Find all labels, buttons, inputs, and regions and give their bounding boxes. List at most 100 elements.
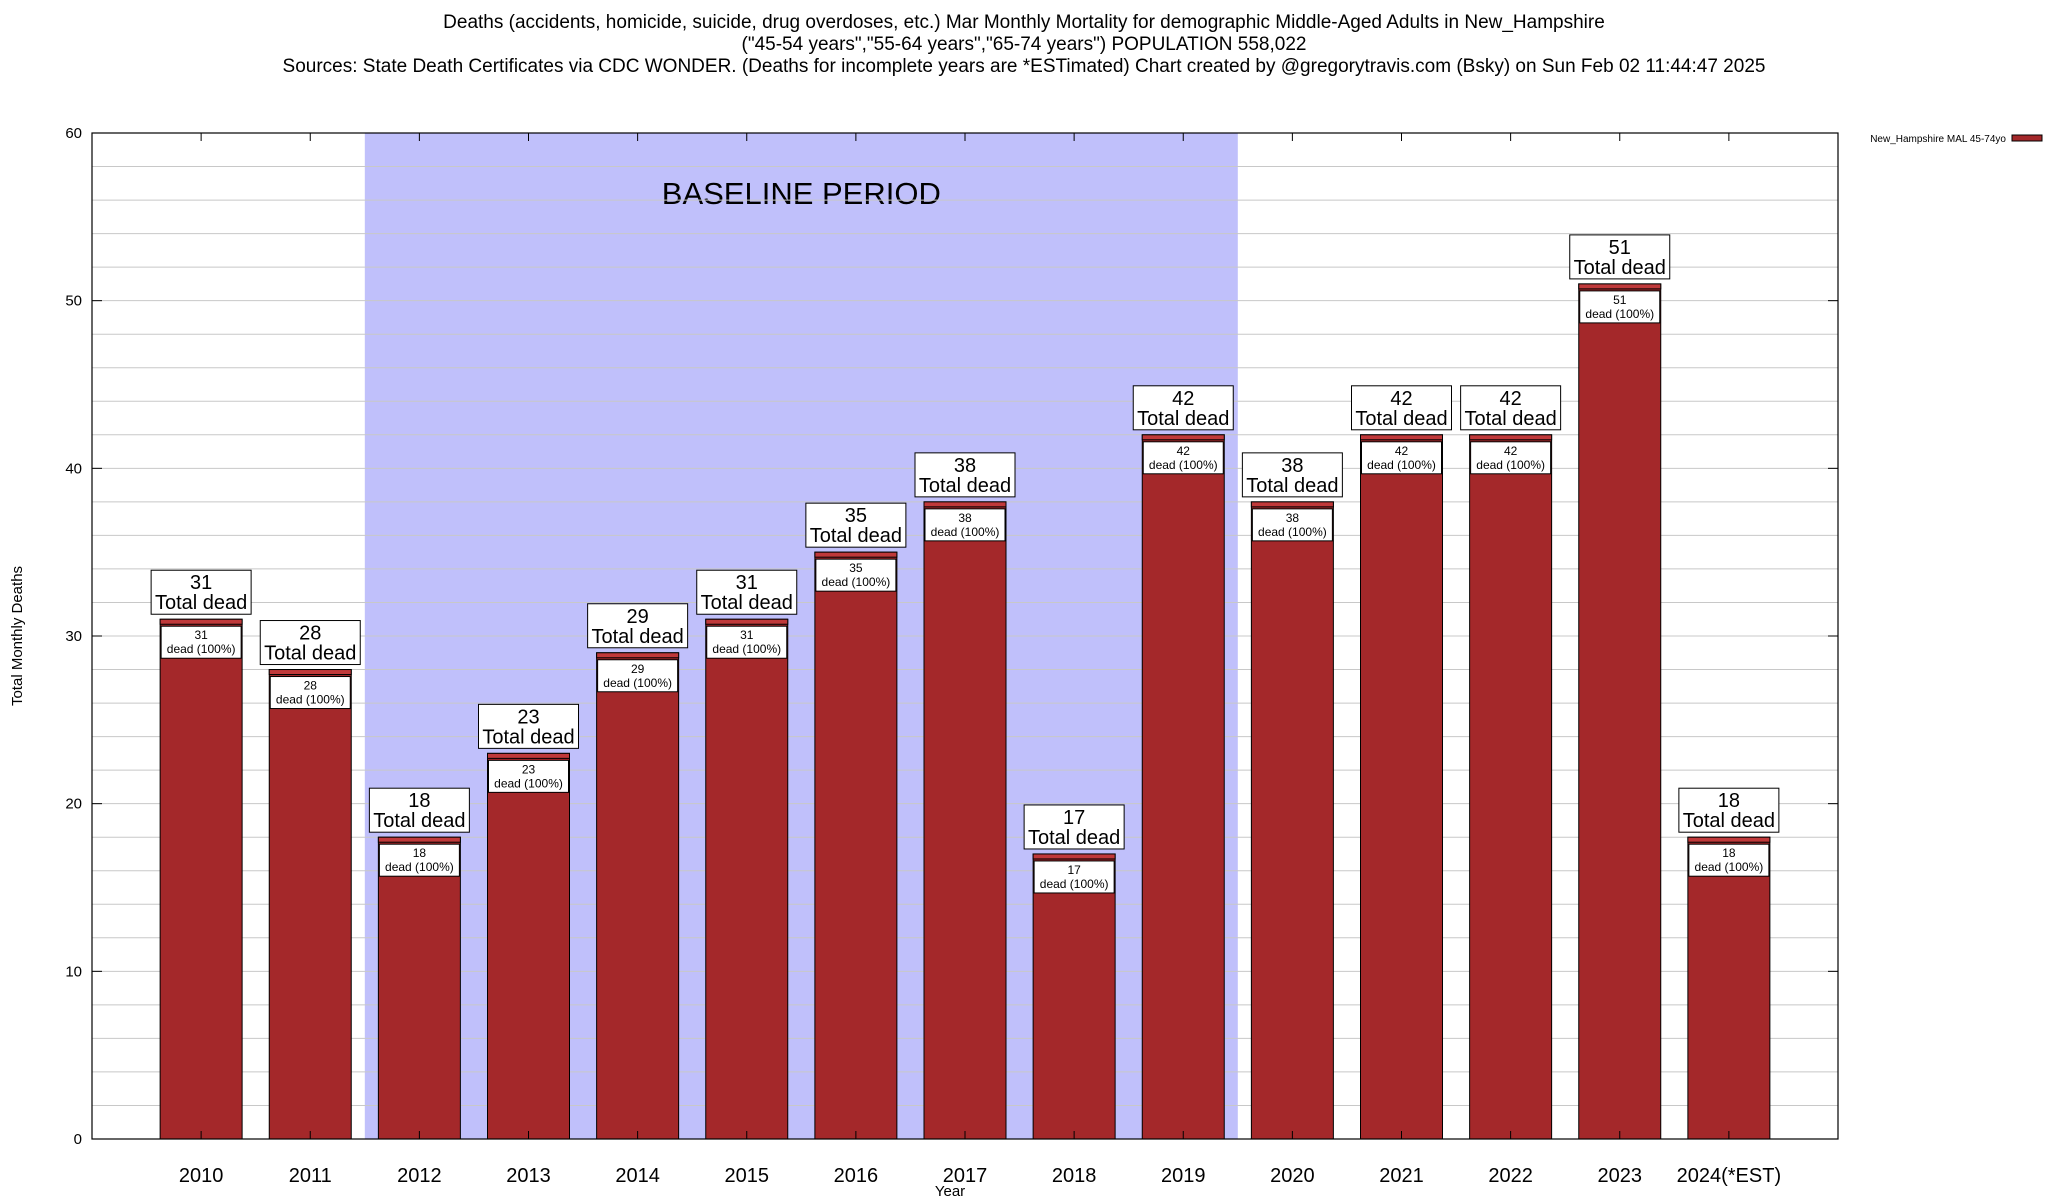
x-tick-label: 2012 [397, 1165, 442, 1187]
total-label-value: 38 [1281, 455, 1303, 477]
total-label-text: Total dead [264, 643, 356, 665]
total-label-box [587, 603, 689, 649]
total-label-text: Total dead [1574, 257, 1666, 279]
inner-label-box [269, 676, 351, 710]
inner-label-value: 38 [1286, 511, 1300, 525]
inner-label-box [924, 508, 1006, 542]
y-tick-label: 60 [65, 125, 82, 142]
y-axis-label: Total Monthly Deaths [9, 566, 26, 706]
bar-cap-2024(*EST) [1687, 836, 1771, 843]
total-label-text: Total dead [1028, 827, 1120, 849]
total-label-box [150, 569, 252, 615]
bar-2014 [596, 652, 680, 1140]
total-label-box [368, 787, 470, 833]
total-label-value: 42 [1500, 388, 1522, 410]
x-tick-label: 2016 [834, 1165, 879, 1187]
x-tick-label: 2010 [179, 1165, 224, 1187]
bar-2018 [1032, 853, 1116, 1140]
total-label-box [1351, 385, 1452, 431]
legend: New_Hampshire MAL 45-74yo [1870, 134, 2043, 145]
inner-label-box [378, 843, 460, 877]
bar-2016 [814, 551, 898, 1140]
inner-label-box [160, 625, 242, 659]
bar-cap-2021 [1360, 434, 1443, 441]
inner-label-value: 18 [413, 846, 427, 860]
bar-cap-2017 [923, 501, 1007, 508]
inner-label-text: dead (100%) [167, 642, 236, 656]
inner-label-text: dead (100%) [931, 525, 1000, 539]
total-label-value: 29 [627, 606, 649, 628]
bar-cap-2010 [159, 618, 243, 625]
inner-label-value: 17 [1067, 863, 1081, 877]
bar-2024(*EST) [1687, 836, 1771, 1140]
inner-label-text: dead (100%) [276, 693, 345, 707]
total-label-box [914, 452, 1016, 498]
bar-cap-2022 [1469, 434, 1553, 441]
inner-label-box [706, 625, 788, 659]
total-label-box [259, 620, 361, 666]
total-label-value: 35 [845, 505, 867, 527]
total-label-text: Total dead [1137, 408, 1229, 430]
inner-label-value: 51 [1613, 293, 1627, 307]
total-label-text: Total dead [155, 592, 247, 614]
bar-2023 [1578, 283, 1662, 1140]
y-tick-label: 40 [65, 460, 82, 477]
legend-swatch [2011, 134, 2043, 142]
total-label-box [1241, 452, 1343, 498]
total-label-value: 31 [190, 572, 212, 594]
inner-label-value: 29 [631, 662, 645, 676]
inner-label-value: 38 [958, 511, 972, 525]
x-tick-label: 2019 [1161, 1165, 1206, 1187]
inner-label-text: dead (100%) [1149, 458, 1218, 472]
inner-label-text: dead (100%) [494, 776, 563, 790]
inner-label-value: 18 [1722, 846, 1736, 860]
total-label-box [1460, 385, 1562, 431]
bar-cap-2015 [705, 618, 789, 625]
inner-label-box [1470, 441, 1552, 475]
total-label-value: 31 [736, 572, 758, 594]
inner-label-text: dead (100%) [1367, 458, 1436, 472]
x-tick-label: 2023 [1598, 1165, 1643, 1187]
x-tick-label: 2022 [1488, 1165, 1533, 1187]
total-label-value: 51 [1609, 237, 1631, 259]
inner-label-text: dead (100%) [1585, 307, 1654, 321]
total-label-value: 18 [1718, 790, 1740, 812]
total-label-text: Total dead [591, 626, 683, 648]
inner-label-value: 31 [194, 628, 208, 642]
x-tick-label: 2018 [1052, 1165, 1097, 1187]
x-tick-label: 2021 [1379, 1165, 1424, 1187]
total-label-text: Total dead [1246, 475, 1338, 497]
inner-label-value: 42 [1504, 444, 1518, 458]
total-label-text: Total dead [482, 726, 574, 748]
x-tick-label: 2017 [943, 1165, 988, 1187]
bar-cap-2013 [487, 752, 570, 759]
total-label-value: 38 [954, 455, 976, 477]
inner-label-box [1688, 843, 1770, 877]
y-tick-label: 10 [65, 963, 82, 980]
chart-title: Deaths (accidents, homicide, suicide, dr… [443, 12, 1605, 33]
bar-2017 [923, 501, 1007, 1140]
total-label-box [1569, 234, 1671, 280]
bar-cap-2023 [1578, 283, 1662, 290]
total-label-text: Total dead [1683, 810, 1775, 832]
axis-layer: 2010 2011 2012 2013 2014 2015 2016 2017 2018 2019… [9, 125, 1839, 1200]
inner-label-box [488, 759, 569, 793]
total-label-box [1023, 804, 1125, 850]
bar-2022 [1469, 434, 1553, 1140]
total-label-box [478, 703, 579, 749]
inner-label-box [815, 558, 897, 592]
inner-label-value: 42 [1177, 444, 1191, 458]
inner-label-box [597, 659, 679, 693]
baseline-period-label: BASELINE PERIOD [662, 176, 941, 211]
inner-label-text: dead (100%) [1695, 860, 1764, 874]
x-tick-label: 2011 [289, 1165, 332, 1187]
bar-cap-2014 [596, 652, 680, 659]
total-label-value: 42 [1390, 388, 1412, 410]
inner-label-text: dead (100%) [603, 676, 672, 690]
total-label-value: 17 [1063, 807, 1085, 829]
inner-label-text: dead (100%) [822, 575, 891, 589]
bar-2011 [268, 669, 352, 1140]
total-label-box [805, 502, 907, 548]
bar-2020 [1250, 501, 1334, 1140]
